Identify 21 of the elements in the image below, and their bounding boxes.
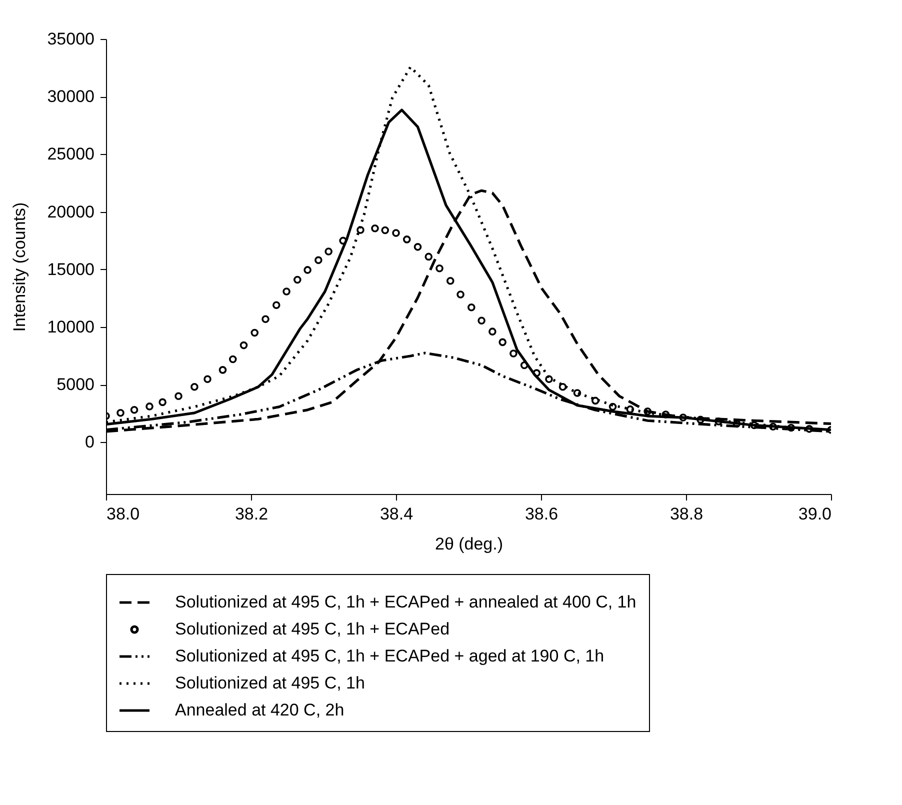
x-tick-label: 38.2 <box>234 504 268 524</box>
y-tick-label: 20000 <box>47 202 94 222</box>
x-tick-label: 38.0 <box>106 504 140 524</box>
legend-label: Solutionized at 495 C, 1h <box>175 674 365 692</box>
y-tick-label: 0 <box>85 432 94 452</box>
y-tick-label: 10000 <box>47 317 94 336</box>
x-tick-label: 38.4 <box>380 504 414 524</box>
y-tick-label: 15000 <box>47 260 94 279</box>
y-tick-label: 25000 <box>47 144 94 164</box>
x-tick-label: 38.6 <box>524 504 558 524</box>
y-tick-label: 30000 <box>47 87 94 106</box>
y-axis-title: Intensity (counts) <box>10 202 30 332</box>
legend-label: Solutionized at 495 C, 1h + ECAPed + aged at 190 C, 1h <box>175 646 604 666</box>
legend-label: Solutionized at 495 C, 1h + ECAPed <box>175 620 450 638</box>
x-tick-label: 38.8 <box>670 504 704 524</box>
legend-label: Solutionized at 495 C, 1h + ECAPed + annealed at 400 C, 1h <box>175 592 636 612</box>
y-tick-label: 5000 <box>56 375 94 394</box>
legend-label: Annealed at 420 C, 2h <box>175 700 344 720</box>
x-tick-label: 39.0 <box>798 504 832 524</box>
y-tick-label: 35000 <box>47 30 94 48</box>
x-axis-title: 2θ (deg.) <box>434 534 504 554</box>
